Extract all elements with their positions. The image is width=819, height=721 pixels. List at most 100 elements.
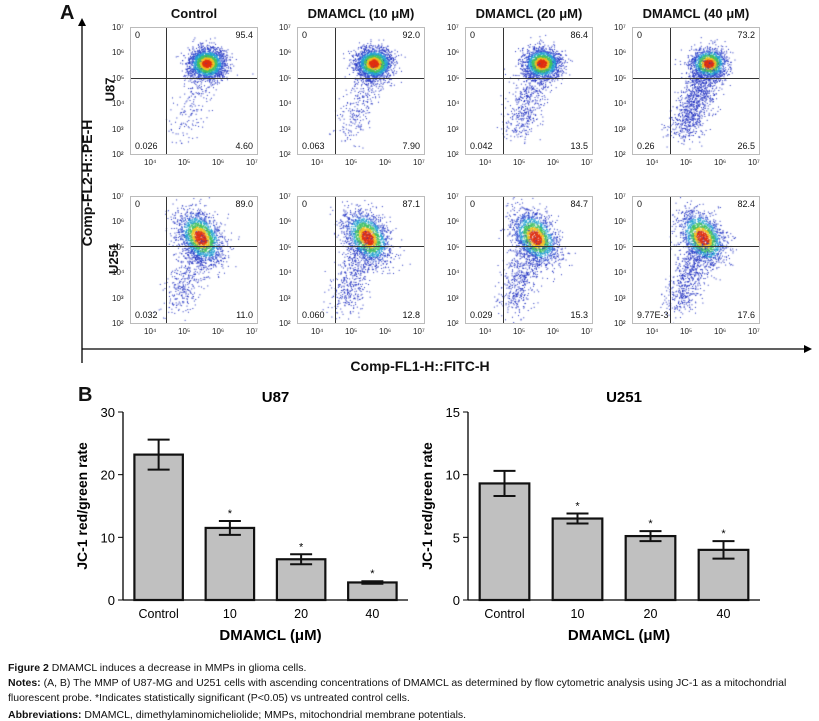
y-tick-label: 10⁵ [279, 242, 292, 252]
y-tick-label: 10⁶ [614, 217, 627, 227]
y-tick-label: 10⁵ [447, 242, 460, 252]
quadrant-gate-horizontal[interactable] [633, 246, 759, 248]
quadrant-ul-percent: 0 [470, 199, 476, 209]
caption-abbreviations: Abbreviations: DMAMCL, dimethylaminomich… [8, 707, 813, 721]
panel-a-label: A [60, 2, 75, 24]
y-tick-label: 10³ [279, 293, 291, 303]
y-tick-label: 10⁵ [614, 242, 627, 252]
y-axis-arrow [78, 18, 86, 363]
y-tick-label: 10² [279, 319, 291, 328]
quadrant-gate-vertical[interactable] [669, 197, 671, 323]
quadrant-ur-percent: 92.0 [402, 30, 420, 40]
y-tick-label: 10² [112, 319, 124, 328]
density-scatter [131, 28, 257, 154]
significance-marker: * [370, 568, 375, 580]
x-tick-label: 10 [571, 607, 585, 621]
x-tick-label: 10⁶ [547, 327, 560, 336]
y-tick-label: 10⁷ [112, 192, 124, 201]
quadrant-gate-horizontal[interactable] [131, 78, 257, 80]
flow-plot: 0 73.2 0.26 26.5 [632, 27, 760, 155]
y-tick-label: 10⁶ [279, 48, 292, 58]
quadrant-ul-percent: 0 [470, 30, 476, 40]
x-tick-label: 10⁷ [581, 327, 593, 336]
significance-marker: * [575, 501, 580, 513]
quadrant-gate-vertical[interactable] [166, 197, 168, 323]
quadrant-ul-percent: 0 [135, 30, 141, 40]
error-bar [290, 553, 313, 566]
y-axis-label: Comp-FL2-H::PE-H [79, 119, 95, 247]
quadrant-gate-vertical[interactable] [502, 28, 504, 154]
caption-title: Figure 2 DMAMCL induces a decrease in MM… [8, 660, 813, 676]
y-tick-label: 10² [614, 319, 626, 328]
quadrant-gate-vertical[interactable] [669, 28, 671, 154]
flow-plot: 0 84.7 0.029 15.3 [465, 196, 593, 324]
notes-text: (A, B) The MMP of U87-MG and U251 cells … [8, 677, 787, 704]
x-tick-label: 10⁵ [178, 327, 191, 336]
quadrant-ul-percent: 0 [302, 199, 308, 209]
significance-marker: * [721, 528, 726, 540]
y-tick-label: 10⁴ [447, 99, 460, 109]
error-bar [493, 469, 516, 497]
y-tick-label: 10⁴ [279, 268, 292, 278]
quadrant-gate-vertical[interactable] [502, 197, 504, 323]
quadrant-gate-horizontal[interactable] [131, 246, 257, 248]
x-tick-label: 20 [294, 607, 308, 621]
quadrant-gate-vertical[interactable] [334, 28, 336, 154]
bar-charts: U87 0 10 20 30 JC-1 red/green rate Control * 10 *… [74, 389, 760, 644]
x-tick-label: 40 [717, 607, 731, 621]
significance-marker: * [299, 541, 304, 553]
y-tick-label: 5 [453, 530, 460, 545]
quadrant-ur-percent: 87.1 [402, 199, 420, 209]
x-tick-label: 10⁵ [345, 327, 358, 336]
caption-notes: Notes: (A, B) The MMP of U87-MG and U251… [8, 676, 813, 706]
y-tick-label: 10⁷ [112, 23, 124, 32]
quadrant-ll-percent: 0.060 [302, 310, 325, 320]
x-tick-label: 10⁴ [311, 327, 324, 336]
quadrant-gate-horizontal[interactable] [298, 78, 424, 80]
quadrant-gate-horizontal[interactable] [466, 246, 592, 248]
quadrant-ul-percent: 0 [135, 199, 141, 209]
flow-plot: 0 86.4 0.042 13.5 [465, 27, 593, 155]
density-scatter [633, 197, 759, 323]
density-scatter [633, 28, 759, 154]
quadrant-lr-percent: 7.90 [402, 141, 420, 151]
x-tick-label: 10⁴ [479, 327, 492, 336]
quadrant-lr-percent: 4.60 [235, 141, 253, 151]
chart-title: U87 [262, 389, 290, 406]
quadrant-lr-percent: 15.3 [570, 310, 588, 320]
quadrant-gate-horizontal[interactable] [466, 78, 592, 80]
y-tick-label: 10² [614, 150, 626, 159]
y-tick-label: 10² [447, 319, 459, 328]
significance-marker: * [648, 518, 653, 530]
x-tick-label: 10⁷ [748, 158, 760, 167]
quadrant-ll-percent: 0.063 [302, 141, 325, 151]
bar [133, 453, 184, 602]
x-tick-label: 10⁴ [311, 158, 324, 167]
y-tick-label: 10⁷ [279, 23, 291, 32]
bar [624, 534, 677, 602]
x-tick-label: 10⁵ [680, 158, 693, 167]
quadrant-gate-vertical[interactable] [334, 197, 336, 323]
quadrant-ul-percent: 0 [637, 199, 643, 209]
x-tick-label: 10⁶ [212, 158, 225, 167]
y-tick-label: 30 [101, 405, 115, 420]
error-bar [712, 540, 735, 560]
error-bar [566, 512, 589, 525]
density-scatter [298, 28, 424, 154]
flow-plot: 0 89.0 0.032 11.0 [130, 196, 258, 324]
x-tick-label: 10⁶ [379, 158, 392, 167]
figure-title: DMAMCL induces a decrease in MMPs in gli… [48, 662, 307, 674]
y-axis-label: JC-1 red/green rate [419, 442, 435, 570]
x-tick-label: 10⁵ [513, 327, 526, 336]
quadrant-lr-percent: 12.8 [402, 310, 420, 320]
y-tick-label: 10³ [614, 293, 626, 303]
quadrant-ur-percent: 73.2 [737, 30, 755, 40]
quadrant-gate-horizontal[interactable] [633, 78, 759, 80]
y-tick-label: 10⁶ [112, 48, 125, 58]
x-tick-label: 10⁴ [479, 158, 492, 167]
quadrant-gate-horizontal[interactable] [298, 246, 424, 248]
y-tick-label: 20 [101, 468, 115, 483]
quadrant-gate-vertical[interactable] [166, 28, 168, 154]
y-tick-label: 10⁷ [614, 192, 626, 201]
quadrant-ll-percent: 0.042 [470, 141, 493, 151]
